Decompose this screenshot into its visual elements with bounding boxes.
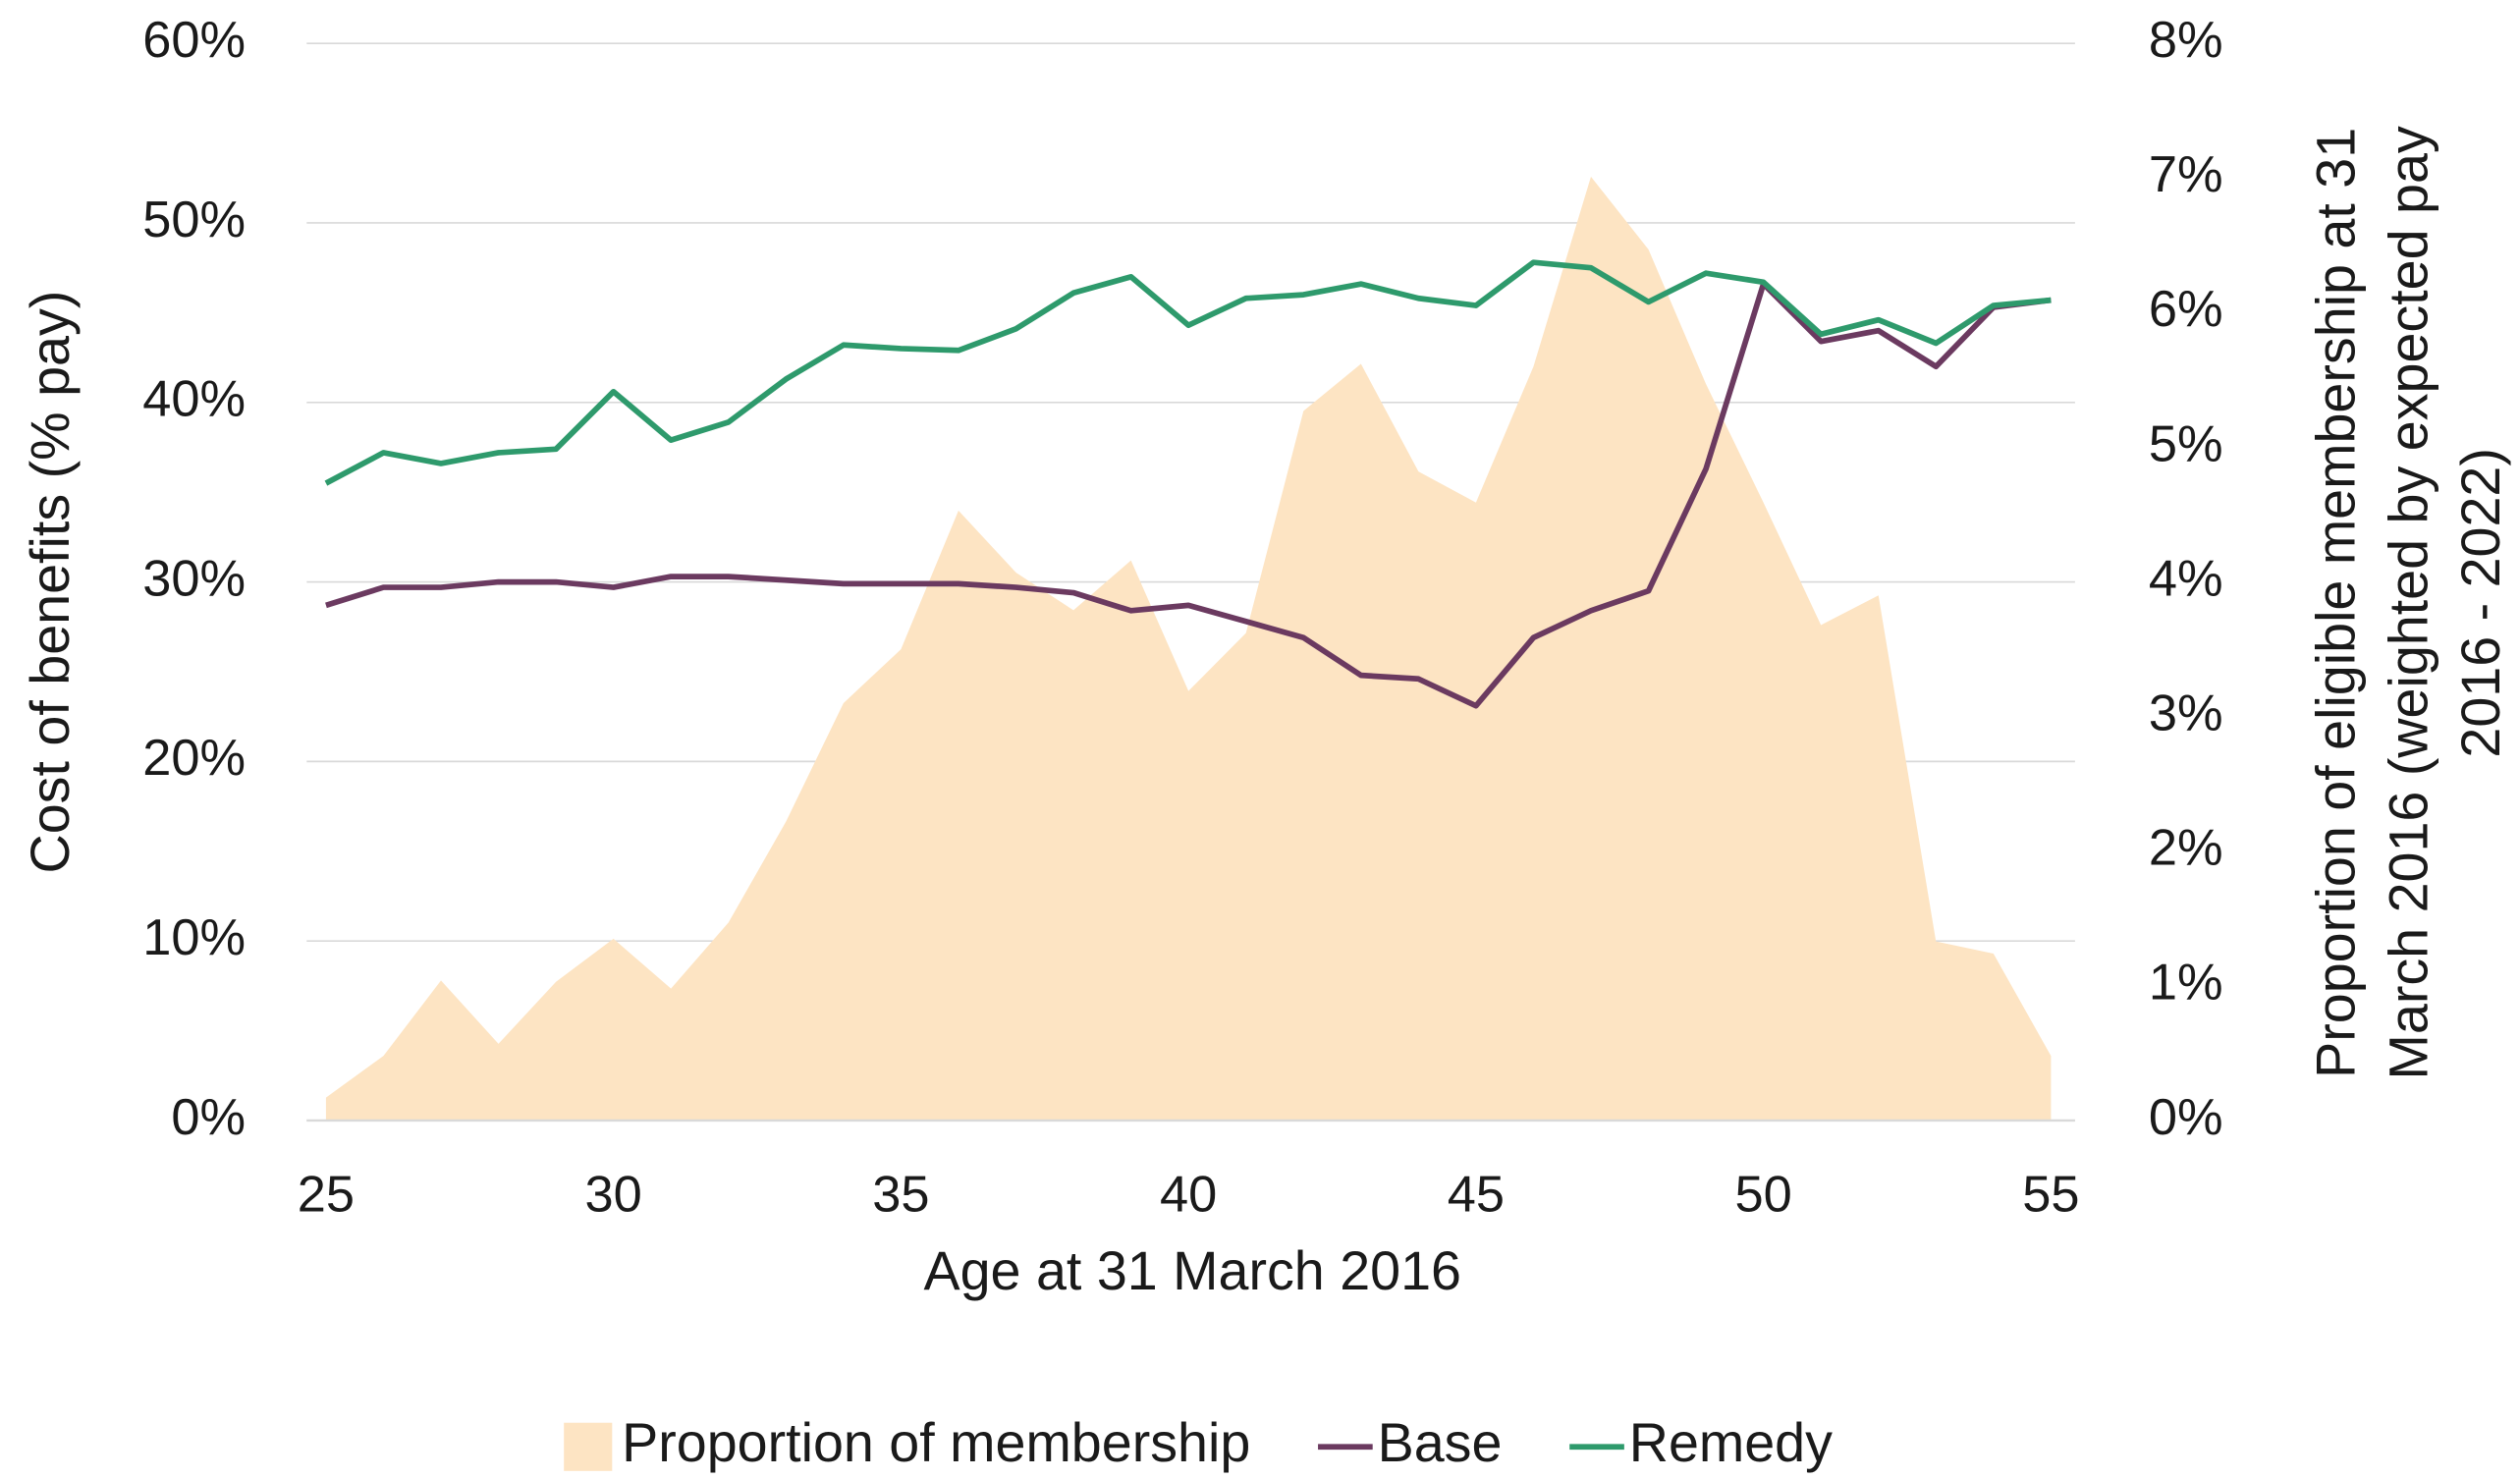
- y-tick-label: 40%: [142, 371, 246, 428]
- y2-tick-label: 2%: [2149, 820, 2223, 877]
- y2-axis-title-line: 2016 - 2022): [2450, 448, 2511, 758]
- y2-axis-title-line: March 2016 (weighted by expected pay: [2378, 126, 2438, 1079]
- y-tick-label: 10%: [142, 909, 246, 966]
- y-tick-label: 0%: [171, 1089, 246, 1146]
- y2-tick-label: 8%: [2149, 12, 2223, 69]
- y2-tick-label: 1%: [2149, 955, 2223, 1012]
- y2-tick-label: 0%: [2149, 1089, 2223, 1146]
- plot: [324, 176, 2052, 1121]
- x-tick-label: 45: [1448, 1166, 1505, 1223]
- y-tick-label: 50%: [142, 192, 246, 248]
- x-axis-title: Age at 31 March 2016: [923, 1240, 1461, 1301]
- legend-label: Remedy: [1629, 1412, 1833, 1473]
- y2-tick-label: 7%: [2149, 146, 2223, 203]
- y-tick-label: 20%: [142, 730, 246, 787]
- y2-tick-label: 6%: [2149, 281, 2223, 338]
- line: [324, 259, 2052, 486]
- y2-tick-label: 3%: [2149, 685, 2223, 742]
- y-tick-label: 30%: [142, 550, 246, 607]
- x-tick-label: 40: [1160, 1166, 1217, 1223]
- y2-tick-label: 4%: [2149, 550, 2223, 607]
- y2-axis-title-line: Proportion of eligible membership at 31: [2306, 128, 2367, 1078]
- legend: Proportion of membership Base Remedy: [564, 1412, 1833, 1473]
- legend-label: Base: [1378, 1412, 1503, 1473]
- x-tick-label: 55: [2022, 1166, 2079, 1223]
- y2-axis-title: Proportion of eligible membership at 31 …: [2306, 126, 2511, 1079]
- area: [325, 176, 2052, 1121]
- x-tick-label: 35: [872, 1166, 929, 1223]
- legend-label: Proportion of membership: [622, 1412, 1250, 1473]
- x-tick-label: 30: [585, 1166, 642, 1223]
- x-tick-label: 50: [1735, 1166, 1792, 1223]
- x-tick-label: 25: [298, 1166, 355, 1223]
- y2-tick-label: 5%: [2149, 415, 2223, 472]
- y-tick-label: 60%: [142, 12, 246, 69]
- legend-swatch: [564, 1422, 613, 1471]
- y-axis-title: Cost of benefits (% pay): [20, 291, 81, 874]
